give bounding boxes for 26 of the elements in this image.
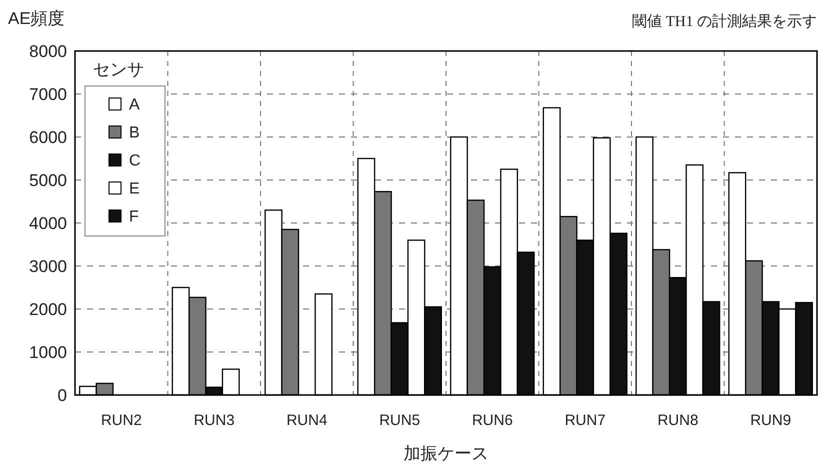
y-tick-label: 6000 <box>29 128 67 147</box>
y-tick-label: 3000 <box>29 256 67 276</box>
legend-label: E <box>129 180 140 198</box>
x-tick-label: RUN9 <box>750 412 792 429</box>
legend-title: センサ <box>93 60 144 79</box>
x-tick-label: RUN5 <box>379 412 420 429</box>
y-tick-label: 5000 <box>29 170 67 190</box>
x-tick-label: RUN4 <box>286 412 328 429</box>
y-tick-label: 2000 <box>29 300 67 319</box>
x-tick-label: RUN3 <box>194 412 235 429</box>
x-tick-label: RUN8 <box>657 412 698 429</box>
y-tick-label: 0 <box>58 386 67 405</box>
legend-label: C <box>129 152 141 170</box>
x-tick-label: RUN7 <box>564 412 606 429</box>
legend-label: F <box>129 208 139 226</box>
y-tick-label: 7000 <box>29 84 67 104</box>
y-tick-label: 4000 <box>29 214 67 233</box>
x-tick-label: RUN6 <box>472 412 513 429</box>
y-axis-title: AE頻度 <box>8 9 65 28</box>
y-tick-label: 1000 <box>29 342 67 362</box>
x-tick-label: RUN2 <box>100 412 142 429</box>
text: 閾値 TH1 の計測結果を示す <box>632 13 817 30</box>
x-axis-title: 加振ケース <box>404 444 488 463</box>
y-tick-label: 8000 <box>29 42 67 61</box>
legend-label: A <box>129 96 140 114</box>
legend-label: B <box>129 124 140 142</box>
